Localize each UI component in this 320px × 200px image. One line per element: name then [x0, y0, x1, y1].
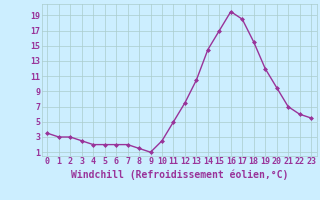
- X-axis label: Windchill (Refroidissement éolien,°C): Windchill (Refroidissement éolien,°C): [70, 169, 288, 180]
